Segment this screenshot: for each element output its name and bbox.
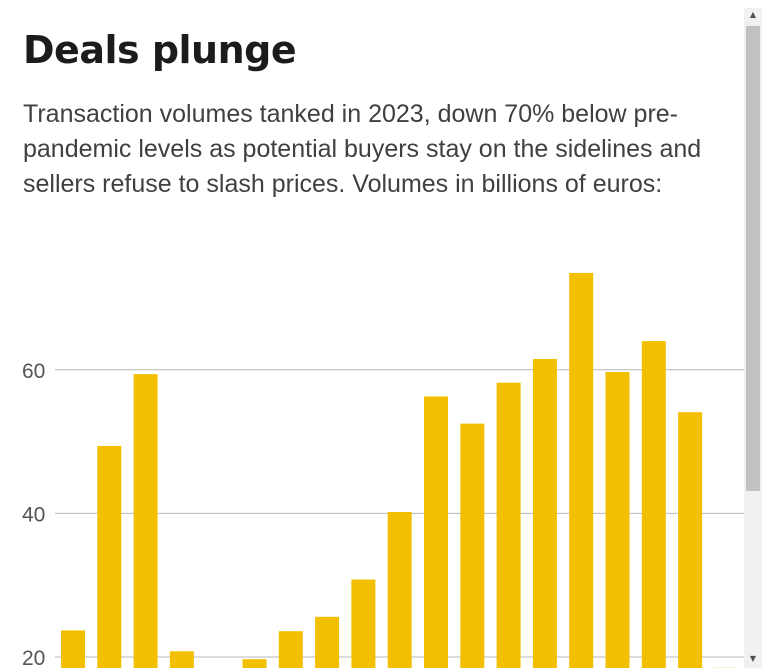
bar-12 bbox=[460, 423, 485, 668]
bar-16 bbox=[605, 372, 630, 668]
scroll-up-icon[interactable]: ▲ bbox=[749, 10, 757, 19]
bar-1 bbox=[61, 630, 85, 668]
y-axis-ticks: 20 40 60 bbox=[22, 360, 45, 668]
bar-13 bbox=[496, 382, 521, 668]
bar-7 bbox=[278, 631, 303, 668]
y-tick-label: 40 bbox=[22, 503, 45, 526]
bar-14 bbox=[532, 359, 557, 668]
bar-3 bbox=[133, 374, 158, 668]
scroll-down-icon[interactable]: ▼ bbox=[749, 654, 757, 663]
bar-10 bbox=[387, 512, 412, 668]
bar-11 bbox=[424, 396, 448, 668]
bar-9 bbox=[351, 579, 376, 668]
bar-15 bbox=[569, 272, 594, 668]
y-tick-label: 60 bbox=[22, 360, 45, 383]
y-tick-label: 20 bbox=[22, 647, 45, 668]
bar-2 bbox=[97, 445, 122, 668]
bar-18 bbox=[678, 412, 703, 668]
bar-chart: 20 40 60 bbox=[22, 272, 744, 668]
bar-6 bbox=[242, 659, 267, 668]
bars bbox=[61, 272, 739, 668]
bar-8 bbox=[315, 616, 340, 668]
bar-17 bbox=[641, 341, 666, 668]
scroll-thumb[interactable] bbox=[746, 26, 760, 491]
bar-4 bbox=[169, 651, 194, 668]
chart-title: Deals plunge bbox=[23, 28, 297, 72]
vertical-scrollbar[interactable]: ▲ ▼ bbox=[744, 8, 762, 668]
chart-subtitle: Transaction volumes tanked in 2023, down… bbox=[23, 100, 702, 198]
